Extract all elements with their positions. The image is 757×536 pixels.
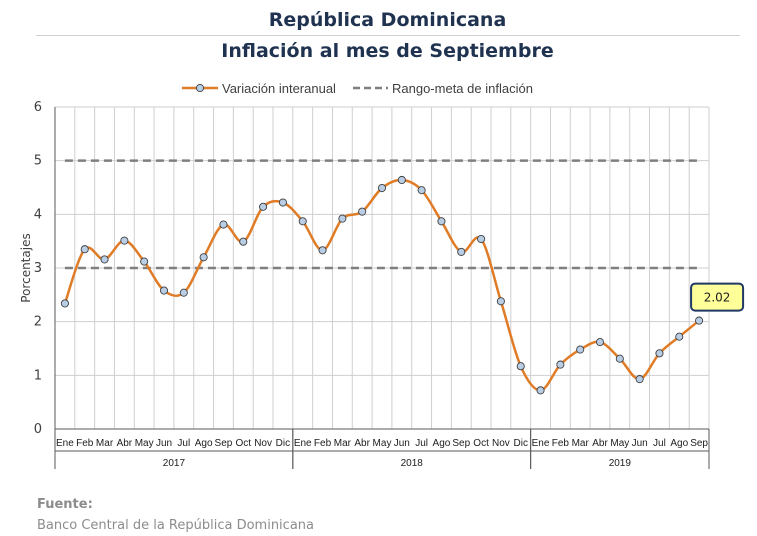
data-point — [536, 386, 545, 395]
y-tick-label: 4 — [34, 207, 42, 222]
data-point — [516, 362, 525, 371]
x-tick-label: Dic — [514, 438, 528, 449]
data-point — [377, 183, 387, 193]
x-tick-label: Oct — [235, 438, 251, 449]
data-point — [199, 253, 208, 262]
x-tick-label: Ene — [532, 438, 550, 449]
data-point — [159, 286, 169, 295]
data-point — [477, 234, 486, 244]
x-tick-label: Dic — [276, 438, 290, 449]
data-point — [556, 360, 565, 369]
x-tick-label: May — [135, 438, 154, 449]
data-point — [259, 202, 268, 211]
data-point — [397, 175, 406, 185]
y-tick-label: 5 — [34, 154, 42, 169]
title-divider — [36, 35, 740, 36]
data-point — [60, 299, 69, 308]
data-point — [695, 316, 704, 325]
x-tick-label: Feb — [314, 438, 332, 449]
data-point — [120, 236, 129, 245]
data-point — [318, 246, 327, 255]
x-tick-label: Sep — [452, 438, 470, 449]
y-tick-label: 2 — [34, 315, 42, 330]
x-tick-label: Ago — [670, 438, 688, 449]
y-tick-label: 1 — [34, 368, 42, 383]
x-tick-label: Nov — [492, 438, 510, 449]
legend-series-label: Variación interanual — [222, 81, 336, 96]
source-text: Banco Central de la República Dominicana — [37, 518, 314, 533]
x-tick-label: Ago — [195, 438, 213, 449]
x-tick-label: Jun — [632, 438, 648, 449]
x-tick-label: Sep — [690, 438, 708, 449]
data-point — [675, 332, 684, 341]
x-tick-label: Abr — [117, 438, 133, 449]
x-tick-label: Mar — [96, 438, 114, 449]
x-tick-label: Feb — [76, 438, 94, 449]
x-tick-label: Jul — [177, 438, 190, 449]
data-point — [496, 297, 505, 306]
x-tick-label: Feb — [552, 438, 570, 449]
source-label: Fuente: — [37, 497, 93, 512]
y-axis-label: Porcentajes — [19, 233, 33, 302]
x-tick-label: Mar — [572, 438, 590, 449]
x-tick-label: Jul — [653, 438, 666, 449]
x-tick-label: Abr — [592, 438, 608, 449]
data-point — [219, 220, 228, 229]
x-tick-label: Ago — [433, 438, 451, 449]
legend-series-marker — [195, 83, 205, 93]
x-tick-label: Sep — [215, 438, 233, 449]
series-line — [63, 178, 700, 392]
year-label: 2017 — [163, 458, 186, 469]
legend-range-label: Rango-meta de inflación — [392, 81, 533, 96]
year-label: 2018 — [401, 458, 424, 469]
data-point — [615, 354, 624, 363]
data-point — [595, 338, 605, 347]
data-point — [100, 255, 109, 264]
data-point — [140, 257, 149, 266]
data-point — [635, 375, 644, 384]
data-point — [278, 198, 287, 207]
x-tick-label: Jul — [415, 438, 428, 449]
x-tick-label: Ene — [294, 438, 312, 449]
data-point — [80, 245, 89, 254]
chart-title: República Dominicana — [268, 9, 507, 31]
value-callout-label: 2.02 — [704, 291, 731, 305]
x-tick-label: May — [373, 438, 392, 449]
y-tick-label: 3 — [34, 261, 42, 276]
data-point — [298, 217, 307, 226]
year-label: 2019 — [609, 458, 632, 469]
x-tick-label: Ene — [56, 438, 74, 449]
x-tick-label: Jun — [156, 438, 172, 449]
y-tick-label: 0 — [34, 422, 42, 437]
data-point — [179, 288, 188, 297]
x-tick-label: May — [610, 438, 629, 449]
x-tick-label: Nov — [254, 438, 272, 449]
x-tick-label: Jun — [394, 438, 410, 449]
data-point — [358, 207, 367, 216]
x-tick-label: Abr — [354, 438, 370, 449]
y-tick-label: 6 — [34, 100, 42, 115]
data-point — [655, 349, 664, 358]
x-tick-label: Mar — [334, 438, 352, 449]
data-point — [338, 214, 347, 223]
data-point — [417, 186, 426, 195]
data-point — [576, 345, 585, 354]
chart-subtitle: Inflación al mes de Septiembre — [221, 40, 554, 62]
data-point — [239, 237, 248, 246]
data-point — [437, 217, 446, 226]
x-tick-label: Oct — [473, 438, 489, 449]
data-point — [457, 247, 466, 256]
value-callout — [690, 282, 745, 312]
